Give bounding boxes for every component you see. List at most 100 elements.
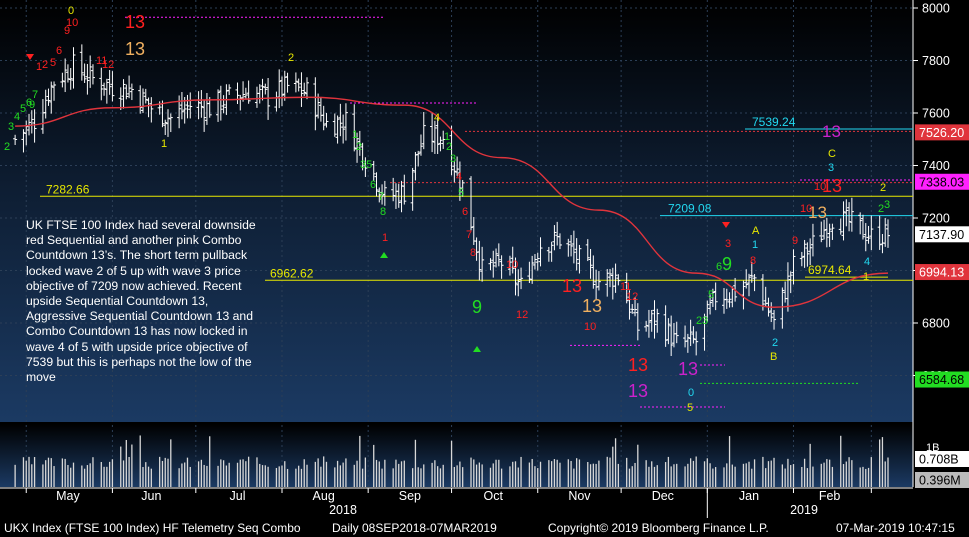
x-tick-label: Jan: [739, 489, 759, 503]
wave-label: 0: [68, 5, 74, 17]
wave-label: 0: [688, 387, 694, 399]
sequential-count: 12: [626, 291, 638, 303]
sequential-count: 8: [470, 247, 476, 259]
y-tick-label: 7400: [922, 159, 950, 173]
x-tick-label: Dec: [652, 489, 674, 503]
sequential-count: 5: [458, 187, 464, 199]
sequential-count: 9: [64, 25, 70, 37]
price-panel: [0, 0, 913, 422]
sequential-count: 6: [56, 45, 62, 57]
status-bar: UKX Index (FTSE 100 Index) HF Telemetry …: [0, 520, 969, 537]
sequential-count: 3: [8, 121, 14, 133]
sequential-count: 2: [42, 59, 48, 71]
sell-arrow-icon: [722, 222, 730, 228]
x-axis: May Jun Jul Aug Sep Oct Nov Dec Jan Feb 2018 2019: [0, 487, 913, 518]
buy-arrow-icon: [380, 252, 388, 258]
wave-label: 3: [725, 238, 731, 250]
countdown-label: 13: [125, 12, 145, 32]
sequential-count: 8: [750, 255, 756, 267]
level-lines: 7282.66 6962.62 7539.24 7209.08 6974.64: [40, 16, 913, 408]
countdown-label: 13: [125, 39, 145, 59]
volume-tag: [915, 451, 969, 467]
wave-label: 5: [687, 402, 693, 414]
sequential-count: 1: [352, 129, 358, 141]
sequential-count: 4: [14, 111, 20, 123]
sequential-count: 5: [50, 57, 56, 69]
sequential-count: 3: [884, 199, 890, 211]
instrument-label: UKX Index (FTSE 100 Index) HF Telemetry …: [4, 521, 301, 535]
y-tick-label: 7800: [922, 54, 950, 68]
sequential-count: 2: [696, 315, 702, 327]
sequential-count: 10: [506, 259, 518, 271]
sequential-count: 7: [466, 229, 472, 241]
sequential-count: 6: [716, 261, 722, 273]
wave-label: 3: [828, 162, 834, 174]
timestamp-label: 07-Mar-2019 10:47:15: [836, 521, 955, 535]
wave-label: C: [828, 148, 836, 160]
wave-label: 1: [863, 271, 869, 283]
countdown-label: 13: [822, 122, 841, 141]
sequential-count: 8: [380, 206, 386, 218]
sequential-count: 12: [102, 59, 114, 71]
countdown-label: 13: [628, 381, 648, 401]
volume-tag-label: 0.708B: [919, 453, 959, 467]
sequential-count: 10: [814, 181, 826, 193]
countdown-label: 9: [472, 297, 482, 317]
level-label: 7209.08: [668, 202, 712, 216]
volume-tag-label: 0.396M: [919, 474, 961, 488]
x-tick-label: May: [56, 489, 80, 503]
y-tick-label: 6800: [922, 317, 950, 331]
sequential-count: 5: [20, 103, 26, 115]
sequential-count: 10: [584, 321, 596, 333]
sequential-count: 7: [378, 191, 384, 203]
sequential-count: 3: [702, 315, 708, 327]
x-tick-label: Nov: [568, 489, 591, 503]
sequential-count: 3: [450, 153, 456, 165]
y-tick-label: 7200: [922, 212, 950, 226]
price-tag: [915, 226, 969, 243]
analysis-note: UK FTSE 100 Index had several downside r…: [26, 218, 256, 385]
x-tick-label: Feb: [819, 489, 841, 503]
countdown-label: 13: [582, 296, 602, 316]
sequential-count: 9: [792, 235, 798, 247]
x-tick-label: Oct: [484, 489, 504, 503]
level-label: 6962.62: [270, 266, 314, 280]
countdown-label: 9: [722, 254, 732, 274]
wave-label: 4: [864, 256, 870, 268]
price-tag: [915, 371, 969, 388]
sequential-count: 2: [878, 203, 884, 215]
price-tag: [915, 264, 969, 281]
countdown-label: 13: [822, 176, 842, 196]
price-tag-label: 6994.13: [919, 266, 964, 280]
price-tag-label: 7338.03: [919, 175, 964, 189]
price-tag-label: 7137.90: [919, 228, 964, 242]
level-label: 7539.24: [752, 115, 796, 129]
sequential-count: 7: [32, 89, 38, 101]
sequential-count: 11: [96, 55, 107, 67]
level-label: 6974.64: [808, 263, 852, 277]
wave-label: B: [770, 351, 777, 363]
y-tick-label: 8000: [922, 2, 950, 16]
volume-tag: [915, 472, 969, 488]
wave-label: 1: [382, 232, 388, 244]
sequential-count: 1: [36, 61, 42, 73]
year-label: 2018: [329, 503, 357, 517]
countdown-label: 13: [678, 359, 698, 379]
wave-label: A: [752, 225, 760, 237]
price-tag-label: 7526.20: [919, 126, 964, 140]
sequential-count: 6: [26, 97, 32, 109]
sequential-count: 2: [356, 141, 362, 153]
price-tag: [915, 173, 969, 190]
period-label: Daily 08SEP2018-07MAR2019: [332, 521, 497, 535]
sequential-count: 9: [29, 99, 35, 111]
sequential-count: 6: [462, 206, 468, 218]
sequential-count: 12: [516, 309, 528, 321]
wave-label: 2: [288, 52, 294, 64]
buy-arrow-icon: [473, 346, 481, 352]
sell-arrow-icon: [26, 54, 34, 60]
sequential-count: 5: [708, 289, 714, 301]
